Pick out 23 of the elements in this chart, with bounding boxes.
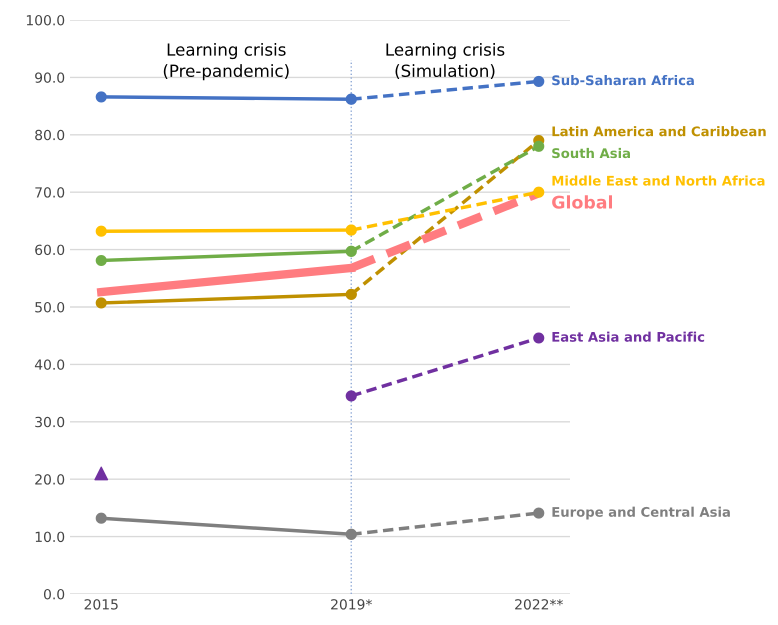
x-tick-label: 2015 bbox=[84, 599, 118, 610]
y-tick-label: 50.0 bbox=[35, 302, 64, 312]
annotation: Learning crisis (Pre-pandemic) bbox=[164, 42, 289, 80]
y-tick-label: 80.0 bbox=[35, 130, 64, 140]
x-tick-label: 2022** bbox=[515, 599, 563, 610]
series-label: East Asia and Pacific bbox=[552, 332, 704, 342]
y-tick-label: 100.0 bbox=[26, 14, 64, 26]
y-tick-label: 0.0 bbox=[44, 588, 64, 600]
y-tick-label: 20.0 bbox=[35, 474, 64, 485]
x-tick-label: 2019* bbox=[331, 599, 372, 610]
annotation: Learning crisis (Simulation) bbox=[386, 42, 504, 80]
series-label: Europe and Central Asia bbox=[552, 506, 730, 520]
series-label: Middle East and North Africa bbox=[552, 175, 764, 186]
y-tick-label: 90.0 bbox=[35, 72, 64, 83]
y-tick-label: 70.0 bbox=[35, 187, 64, 198]
y-tick-label: 60.0 bbox=[35, 244, 64, 256]
series-label: Latin America and Caribbean bbox=[552, 126, 766, 136]
series-label: Sub-Saharan Africa bbox=[552, 75, 694, 86]
series-label: Global bbox=[552, 195, 612, 209]
series-label: South Asia bbox=[552, 148, 630, 158]
y-tick-label: 10.0 bbox=[36, 532, 64, 542]
y-tick-label: 30.0 bbox=[35, 416, 64, 428]
y-tick-label: 40.0 bbox=[34, 359, 64, 370]
